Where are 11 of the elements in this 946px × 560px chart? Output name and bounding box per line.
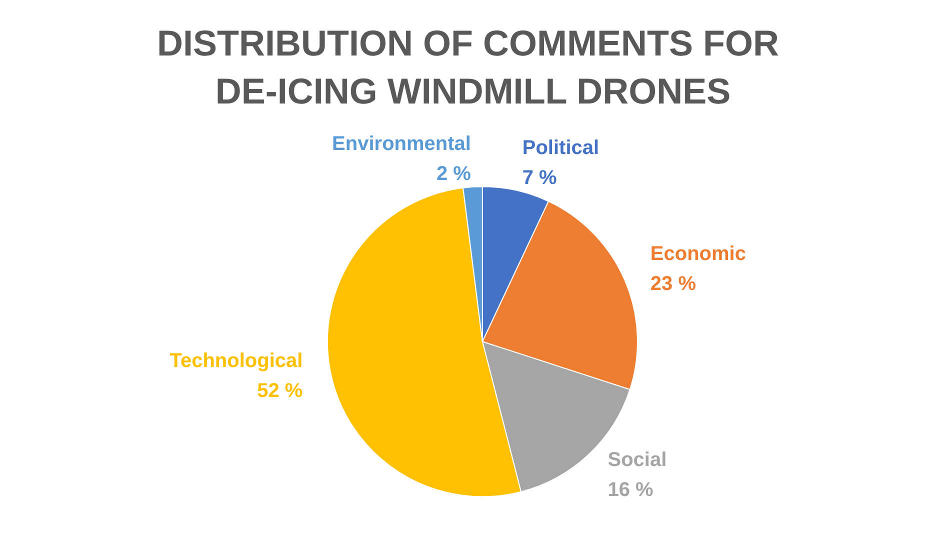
slice-label: Social [608,449,667,471]
data-label: 2 % [436,162,472,185]
slice-label: Environmental [332,132,471,155]
chart-title: DISTRIBUTION OF COMMENTS FOR DE-ICING WINDMILL DRONES [157,22,789,112]
data-label: 23 % [650,272,696,295]
slice-label: Technological [170,350,303,372]
data-label: 7 % [522,167,558,190]
data-label: 16 % [608,479,654,501]
slice-label: Economic [650,242,746,265]
data-label: 52 % [257,380,303,402]
slice-label: Political [522,137,600,160]
